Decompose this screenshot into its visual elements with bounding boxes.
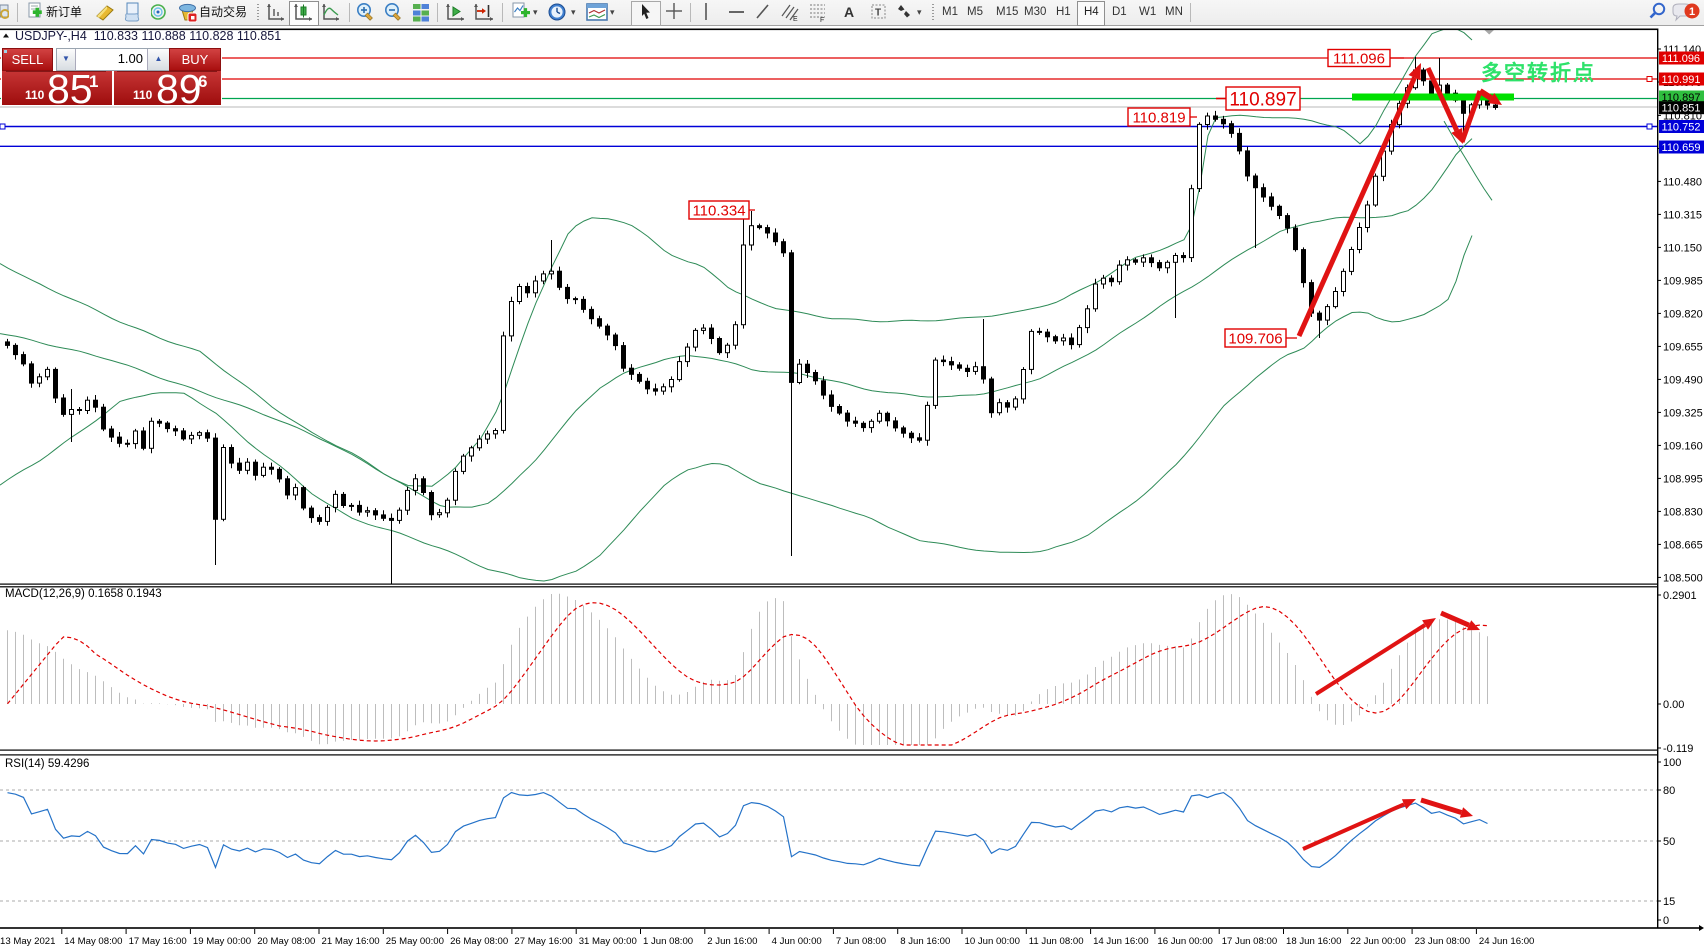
svg-text:110.480: 110.480 [1663, 176, 1702, 188]
svg-text:109.325: 109.325 [1663, 407, 1703, 419]
svg-text:110.334: 110.334 [692, 202, 745, 219]
svg-text:10 Jun 00:00: 10 Jun 00:00 [965, 936, 1020, 947]
svg-text:T: T [875, 8, 881, 19]
svg-text:0: 0 [1663, 915, 1669, 927]
svg-text:17 Jun 08:00: 17 Jun 08:00 [1222, 936, 1277, 947]
svg-text:18 Jun 16:00: 18 Jun 16:00 [1286, 936, 1341, 947]
svg-text:4 Jun 00:00: 4 Jun 00:00 [772, 936, 822, 947]
svg-text:RSI(14) 59.4296: RSI(14) 59.4296 [5, 758, 89, 770]
svg-text:110.659: 110.659 [1662, 142, 1701, 154]
svg-text:17 May 16:00: 17 May 16:00 [129, 936, 187, 947]
svg-text:108.500: 108.500 [1663, 572, 1703, 584]
svg-text:25 May 00:00: 25 May 00:00 [386, 936, 444, 947]
svg-text:80: 80 [1663, 785, 1675, 797]
svg-text:110.897: 110.897 [1229, 89, 1296, 110]
svg-text:1: 1 [1689, 6, 1695, 18]
svg-text:111.096: 111.096 [1662, 53, 1700, 65]
svg-text:13 May 2021: 13 May 2021 [0, 936, 55, 947]
svg-text:109.655: 109.655 [1663, 341, 1703, 353]
svg-text:MACD(12,26,9) 0.1658 0.1943: MACD(12,26,9) 0.1658 0.1943 [5, 588, 162, 600]
svg-text:100: 100 [1663, 757, 1681, 769]
svg-text:E: E [793, 16, 798, 23]
svg-text:111.096: 111.096 [1333, 50, 1385, 67]
svg-text:14 May 08:00: 14 May 08:00 [64, 936, 122, 947]
svg-text:109.706: 109.706 [1228, 330, 1282, 347]
svg-text:20 May 08:00: 20 May 08:00 [257, 936, 315, 947]
svg-text:15: 15 [1663, 896, 1675, 908]
svg-text:26 May 08:00: 26 May 08:00 [450, 936, 508, 947]
svg-text:24 Jun 16:00: 24 Jun 16:00 [1479, 936, 1534, 947]
svg-text:19 May 00:00: 19 May 00:00 [193, 936, 251, 947]
svg-text:110.150: 110.150 [1663, 242, 1702, 254]
svg-text:21 May 16:00: 21 May 16:00 [322, 936, 380, 947]
svg-text:110.752: 110.752 [1662, 122, 1701, 134]
svg-text:多空转折点: 多空转折点 [1481, 61, 1596, 85]
svg-text:110.991: 110.991 [1662, 74, 1701, 86]
svg-text:14 Jun 16:00: 14 Jun 16:00 [1093, 936, 1148, 947]
svg-text:109.820: 109.820 [1663, 308, 1703, 320]
svg-text:8 Jun 16:00: 8 Jun 16:00 [900, 936, 950, 947]
svg-text:110.315: 110.315 [1663, 209, 1702, 221]
svg-text:110.897: 110.897 [1662, 92, 1701, 104]
svg-text:1 Jun 08:00: 1 Jun 08:00 [643, 936, 693, 947]
svg-text:USDJPY-,H4 110.833 110.888 11: USDJPY-,H4 110.833 110.888 110.828 110.8… [15, 29, 281, 43]
svg-text:F: F [820, 17, 824, 23]
svg-text:11 Jun 08:00: 11 Jun 08:00 [1029, 936, 1084, 947]
svg-text:31 May 00:00: 31 May 00:00 [579, 936, 637, 947]
svg-text:110.851: 110.851 [1662, 103, 1701, 115]
svg-text:109.490: 109.490 [1663, 374, 1703, 386]
svg-text:16 Jun 00:00: 16 Jun 00:00 [1157, 936, 1212, 947]
svg-text:0.00: 0.00 [1663, 699, 1684, 711]
svg-text:109.985: 109.985 [1663, 275, 1703, 287]
svg-text:2 Jun 16:00: 2 Jun 16:00 [707, 936, 757, 947]
svg-text:109.160: 109.160 [1663, 440, 1703, 452]
svg-text:110.819: 110.819 [1132, 109, 1185, 126]
svg-text:27 May 16:00: 27 May 16:00 [514, 936, 572, 947]
svg-text:0.2901: 0.2901 [1663, 590, 1697, 602]
svg-text:108.665: 108.665 [1663, 539, 1703, 551]
svg-text:-0.119: -0.119 [1663, 743, 1693, 755]
svg-text:108.995: 108.995 [1663, 473, 1703, 485]
svg-text:23 Jun 08:00: 23 Jun 08:00 [1415, 936, 1470, 947]
svg-text:7 Jun 08:00: 7 Jun 08:00 [836, 936, 886, 947]
svg-text:50: 50 [1663, 836, 1675, 848]
svg-text:22 Jun 00:00: 22 Jun 00:00 [1350, 936, 1405, 947]
svg-text:108.830: 108.830 [1663, 506, 1703, 518]
